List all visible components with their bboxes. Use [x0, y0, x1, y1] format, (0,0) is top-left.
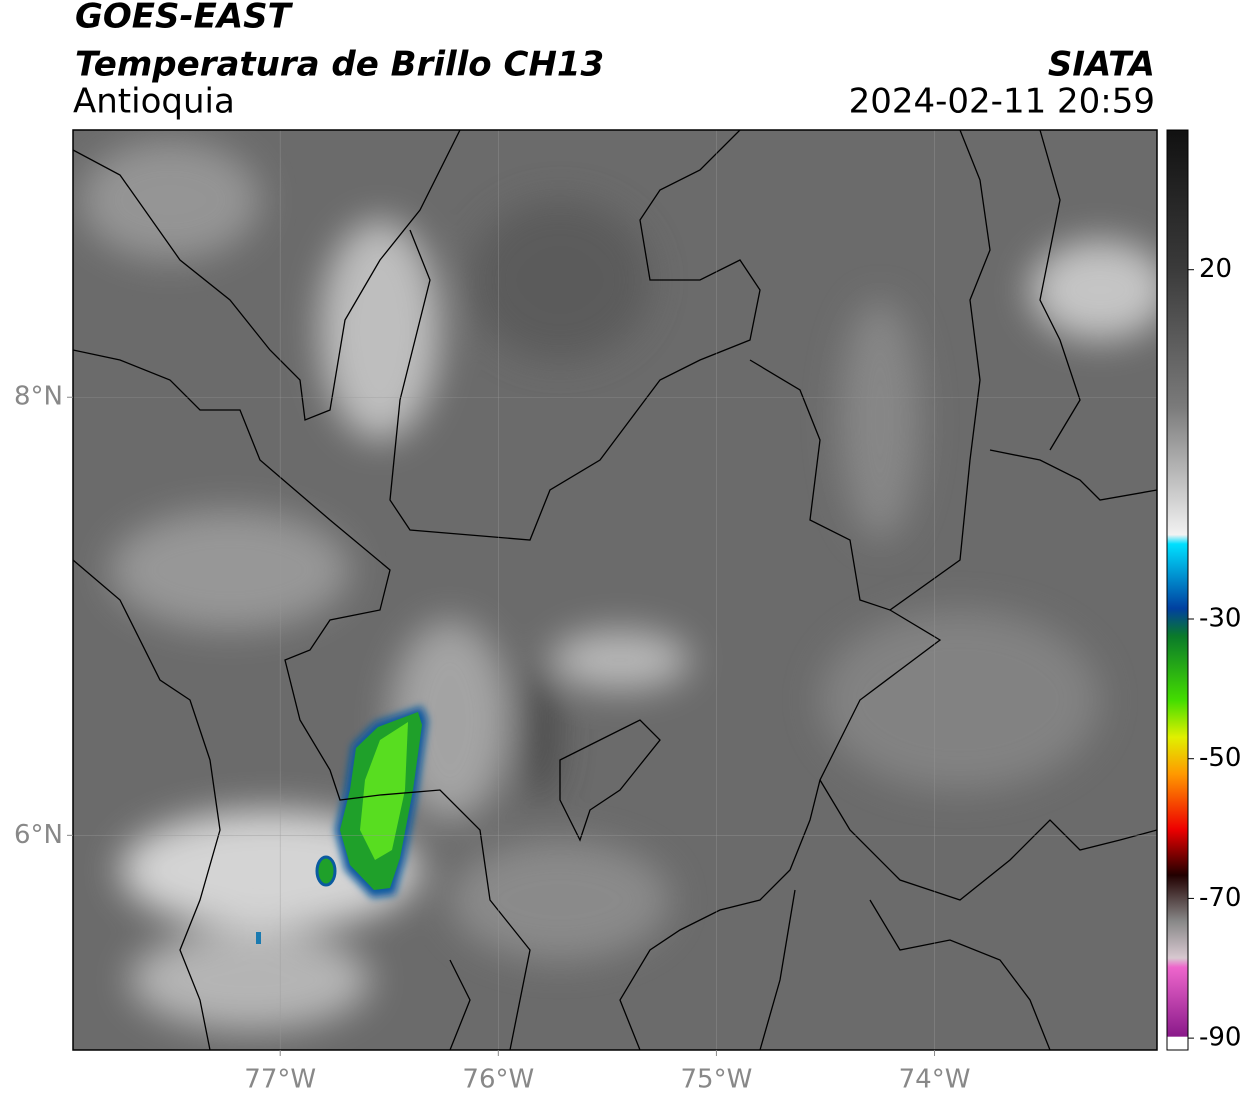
title: GOES-EAST [75, 0, 294, 37]
y-tick-label: 8°N [14, 382, 63, 412]
subtitle: Temperatura de Brillo CH13 [75, 45, 604, 85]
y-tick-label: 6°N [14, 820, 63, 850]
source: SIATA [1048, 45, 1155, 85]
map-frame [72, 129, 1158, 1051]
datetime: 2024-02-11 20:59 [849, 82, 1155, 122]
borders [73, 130, 1157, 1050]
colorbar-tick-label: 20 [1199, 254, 1232, 284]
colorbar-tick-label: -50 [1199, 743, 1241, 773]
region: Antioquia [73, 82, 235, 122]
x-tick-label: 77°W [244, 1065, 316, 1095]
colorbar-tick-label: -30 [1199, 603, 1241, 633]
cloud-cold-top [256, 706, 428, 944]
graticule [73, 130, 1157, 1050]
colorbar [1166, 129, 1189, 1051]
x-tick-label: 74°W [899, 1065, 971, 1095]
colorbar-tick-label: -70 [1199, 883, 1241, 913]
map-image [73, 130, 1157, 1050]
x-tick-label: 76°W [462, 1065, 534, 1095]
x-tick-label: 75°W [681, 1065, 753, 1095]
colorbar-tick-label: -90 [1199, 1023, 1241, 1053]
